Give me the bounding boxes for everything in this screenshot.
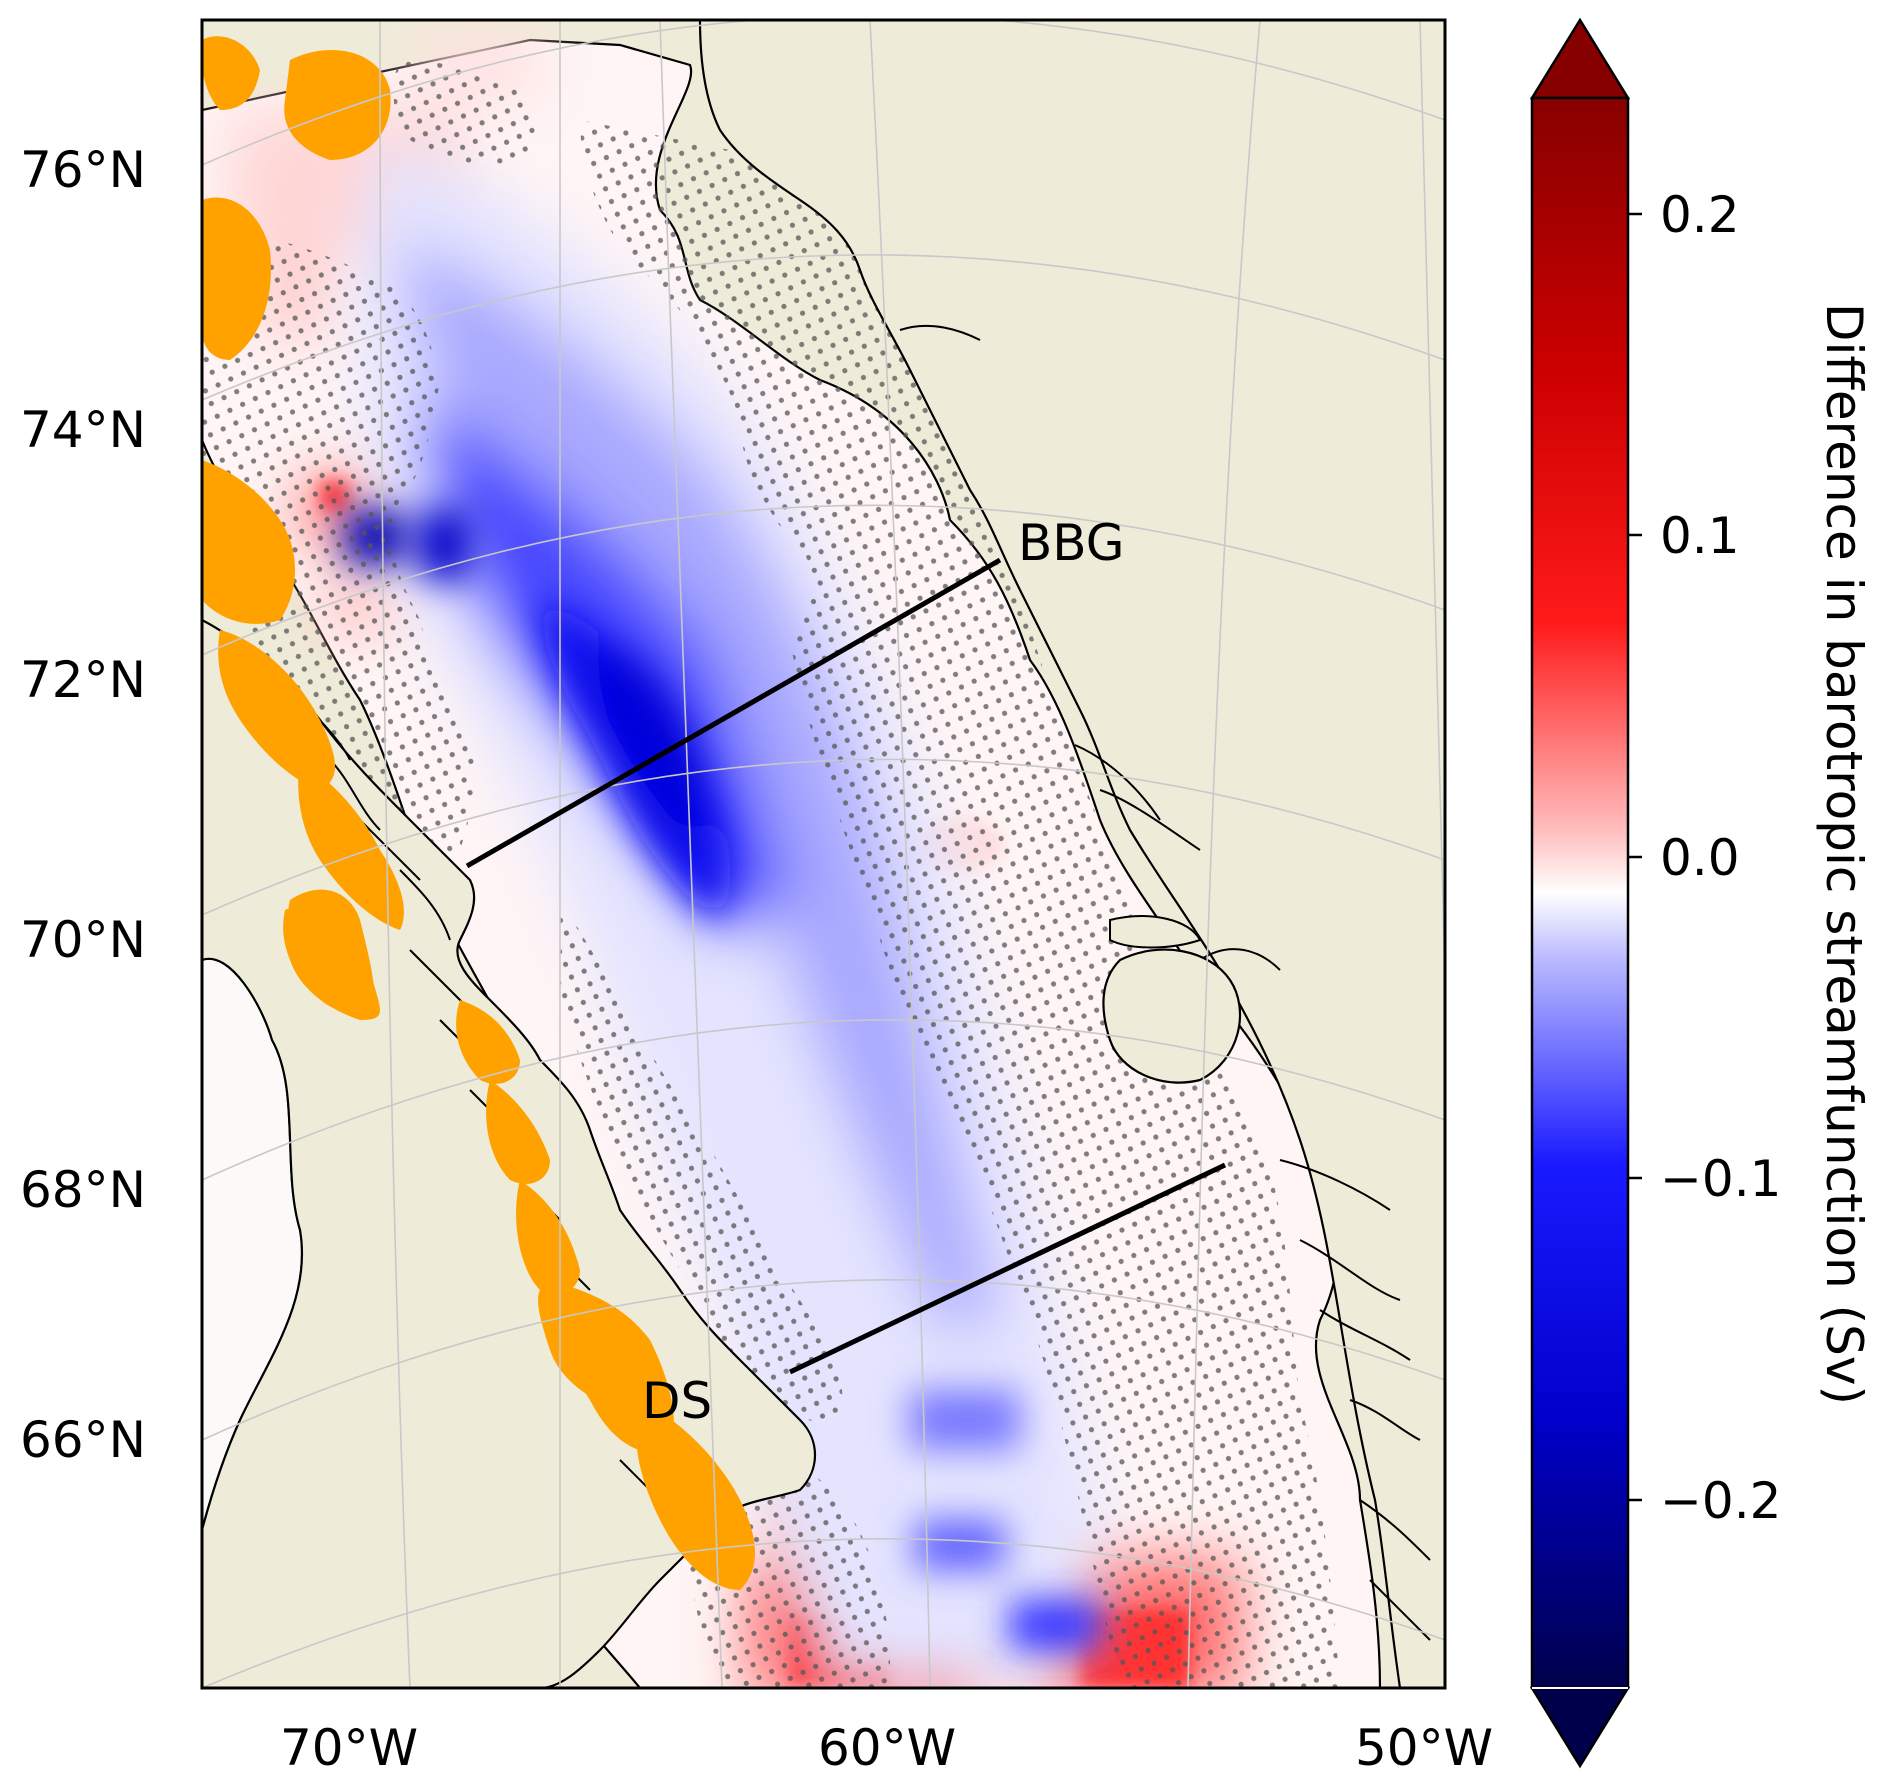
- colorbar-title: Difference in barotropic streamfunction …: [1815, 303, 1873, 1405]
- lat-label-68n: 68°N: [20, 1161, 146, 1219]
- disko-island: [1102, 948, 1242, 1084]
- colorbar-extend-bottom: [1529, 1686, 1631, 1769]
- lat-label-74n: 74°N: [20, 401, 146, 459]
- colorbar: 0.2 0.1 0.0 −0.1 −0.2 Difference in baro…: [1529, 17, 1873, 1769]
- colorbar-tick-label-neg-0.2: −0.2: [1660, 1472, 1781, 1530]
- colorbar-ticks: [1628, 212, 1642, 1502]
- section-line-ds: [788, 1162, 1227, 1375]
- section-label-bbg: BBG: [1018, 514, 1124, 572]
- negative-anomaly-core: [345, 510, 1100, 1650]
- colorbar-tick-label-0.0: 0.0: [1660, 829, 1740, 887]
- greenland-coast: [698, 20, 1445, 1688]
- ice-caps: [202, 36, 755, 1590]
- lon-label-70w: 70°W: [280, 1719, 418, 1777]
- colorbar-extend-top: [1529, 17, 1631, 100]
- lat-label-76n: 76°N: [20, 141, 146, 199]
- significance-stippling: [202, 60, 1340, 1688]
- lat-label-66n: 66°N: [20, 1411, 146, 1469]
- lon-label-50w: 50°W: [1355, 1719, 1493, 1777]
- map-panel: BBG DS: [202, 20, 1445, 1688]
- colorbar-tick-label-0.2: 0.2: [1660, 186, 1740, 244]
- section-label-ds: DS: [642, 1372, 712, 1430]
- lon-label-60w: 60°W: [818, 1719, 956, 1777]
- island-north: [1109, 915, 1202, 949]
- colorbar-body: [1532, 98, 1628, 1688]
- section-lines: [465, 557, 1227, 1375]
- longitude-labels: 70°W 60°W 50°W: [280, 1719, 1493, 1777]
- section-line-bbg: [465, 557, 1002, 869]
- lat-label-72n: 72°N: [20, 651, 146, 709]
- latitude-labels: 76°N 74°N 72°N 70°N 68°N 66°N: [20, 141, 146, 1469]
- colorbar-tick-label-neg-0.1: −0.1: [1660, 1150, 1781, 1208]
- map-frame: [200, 18, 1447, 1690]
- colorbar-tick-label-0.1: 0.1: [1660, 507, 1740, 565]
- greenland-fjords: [899, 324, 1431, 1641]
- lat-label-70n: 70°N: [20, 911, 146, 969]
